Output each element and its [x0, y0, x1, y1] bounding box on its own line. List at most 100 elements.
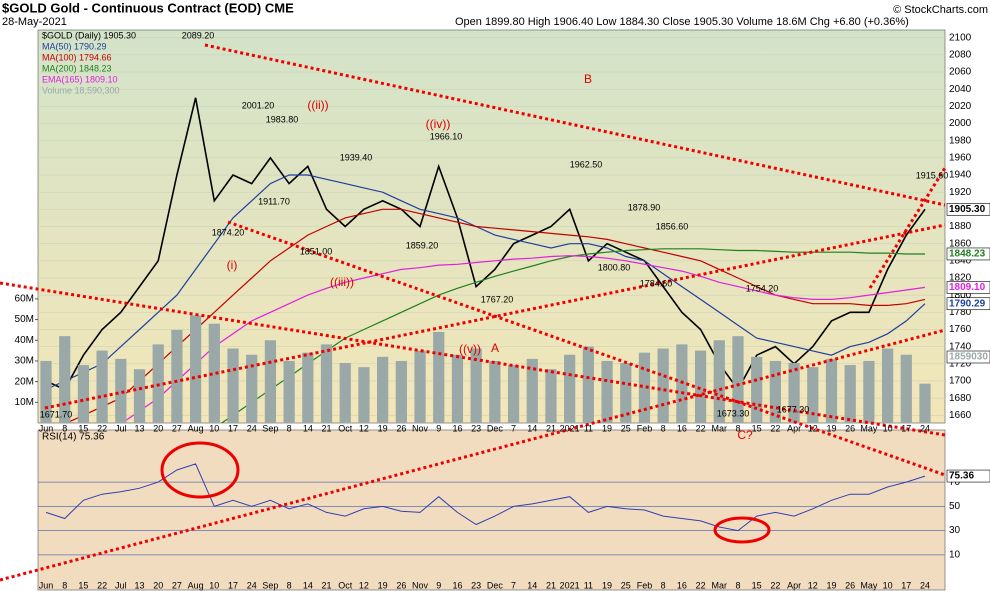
y-tick-label: 1920: [949, 187, 972, 198]
x-tick-label: May: [860, 423, 878, 433]
volume-bar: [133, 369, 146, 423]
y-tick-label: 1760: [949, 324, 972, 335]
x-tick-label: Jun: [39, 423, 54, 433]
x-tick-label: Apr: [787, 423, 801, 433]
x-tick-label: 19: [378, 423, 388, 433]
legend-entry: $GOLD (Daily) 1905.30: [42, 30, 136, 40]
volume-bar: [638, 352, 651, 423]
x-tick-label: 23: [471, 423, 481, 433]
x-tick-label: 24: [920, 423, 930, 433]
x-tick-label: 20: [153, 580, 163, 590]
y-tick-label: 1980: [949, 135, 972, 146]
value-label: 1790.29: [949, 298, 986, 309]
x-tick-label: 2021: [560, 423, 580, 433]
value-label: 1859030: [949, 352, 988, 363]
rsi-tick-label: 50: [949, 501, 961, 512]
value-label: 1809.10: [949, 282, 986, 293]
volume-bar: [732, 336, 744, 423]
volume-bar: [601, 360, 613, 423]
value-box: [946, 203, 990, 216]
value-box: [946, 350, 990, 364]
y-tick-label: 2060: [949, 67, 972, 78]
x-tick-label: Apr: [787, 580, 801, 590]
annotation: 1878.90: [628, 202, 661, 212]
x-tick-label: 11: [584, 423, 593, 433]
x-tick-label: 13: [135, 580, 145, 590]
value-box: [946, 297, 990, 311]
y2-tick-label: 30M: [15, 356, 34, 367]
volume-bar: [844, 365, 856, 423]
annotation: (i): [227, 258, 238, 272]
volume-bar: [358, 367, 370, 423]
x-tick-label: 7: [511, 580, 516, 590]
x-tick-label: 19: [378, 580, 388, 590]
legend-entry: EMA(165) 1809.10: [42, 74, 118, 84]
x-tick-label: 8: [287, 580, 292, 590]
y-tick-label: 2020: [949, 101, 972, 112]
y-tick-label: 1660: [949, 410, 972, 421]
trend-line: [0, 328, 946, 582]
volume-bar: [96, 350, 108, 423]
annotation: 2089.20: [182, 30, 215, 40]
series-line: [45, 97, 926, 391]
x-tick-label: Sep: [262, 423, 278, 433]
x-tick-label: Dec: [487, 580, 504, 590]
volume-bar: [713, 340, 725, 423]
x-tick-label: 16: [452, 580, 462, 590]
x-tick-label: 7: [511, 423, 516, 433]
x-tick-label: 10: [883, 423, 893, 433]
x-tick-label: 8: [287, 423, 292, 433]
volume-bar: [208, 323, 220, 423]
annotation: ((ii)): [307, 98, 328, 112]
x-tick-label: 21: [546, 580, 556, 590]
volume-bar: [526, 358, 538, 423]
volume-bar: [115, 358, 127, 423]
value-label: 1848.23: [949, 249, 986, 260]
volume-bar: [302, 352, 314, 423]
annotation: 1851.00: [300, 246, 333, 256]
volume-bar: [788, 363, 800, 423]
x-tick-label: 16: [677, 580, 687, 590]
volume-bar: [246, 354, 258, 423]
volume-bar: [59, 336, 71, 423]
volume-bar: [171, 329, 183, 423]
annotation: 1767.20: [481, 294, 514, 304]
x-tick-label: Jul: [115, 580, 127, 590]
x-tick-label: 9: [436, 423, 441, 433]
value-box: [946, 469, 990, 483]
annotation: 2001.20: [242, 100, 275, 110]
annotation: 1784.60: [640, 278, 673, 288]
rsi-panel: [37, 429, 946, 591]
volume-bar: [320, 344, 333, 423]
x-tick-label: 12: [808, 423, 818, 433]
legend-entry: Volume 18,590,300: [42, 85, 120, 95]
x-tick-label: 8: [62, 580, 67, 590]
annotation: 1962.50: [570, 159, 603, 169]
y-tick-label: 1740: [949, 341, 972, 352]
annotation: 1966.10: [430, 131, 463, 141]
x-tick-label: 8: [661, 423, 666, 433]
x-tick-label: 12: [359, 423, 369, 433]
title: $GOLD Gold - Continuous Contract (EOD) C…: [2, 0, 294, 15]
x-tick-label: Mar: [712, 580, 728, 590]
x-tick-label: 19: [826, 580, 836, 590]
y2-tick-label: 60M: [15, 294, 34, 305]
x-tick-label: 22: [696, 423, 706, 433]
x-tick-label: Oct: [338, 423, 353, 433]
annotation: 1983.80: [266, 114, 299, 124]
x-tick-label: 10: [209, 423, 219, 433]
date: 28-May-2021: [2, 16, 67, 28]
volume-bar: [545, 369, 557, 423]
volume-bar: [377, 356, 389, 423]
x-tick-label: 17: [228, 580, 238, 590]
volume-bar: [40, 360, 52, 423]
x-tick-label: 8: [735, 423, 740, 433]
x-tick-label: 8: [62, 423, 67, 433]
x-tick-label: Jun: [39, 580, 54, 590]
volume-bar: [470, 348, 482, 423]
x-tick-label: 26: [845, 580, 855, 590]
volume-bar: [807, 367, 819, 423]
annotation: 1800.80: [598, 262, 631, 272]
annotation: 1939.40: [340, 152, 373, 162]
x-tick-label: 9: [436, 580, 441, 590]
